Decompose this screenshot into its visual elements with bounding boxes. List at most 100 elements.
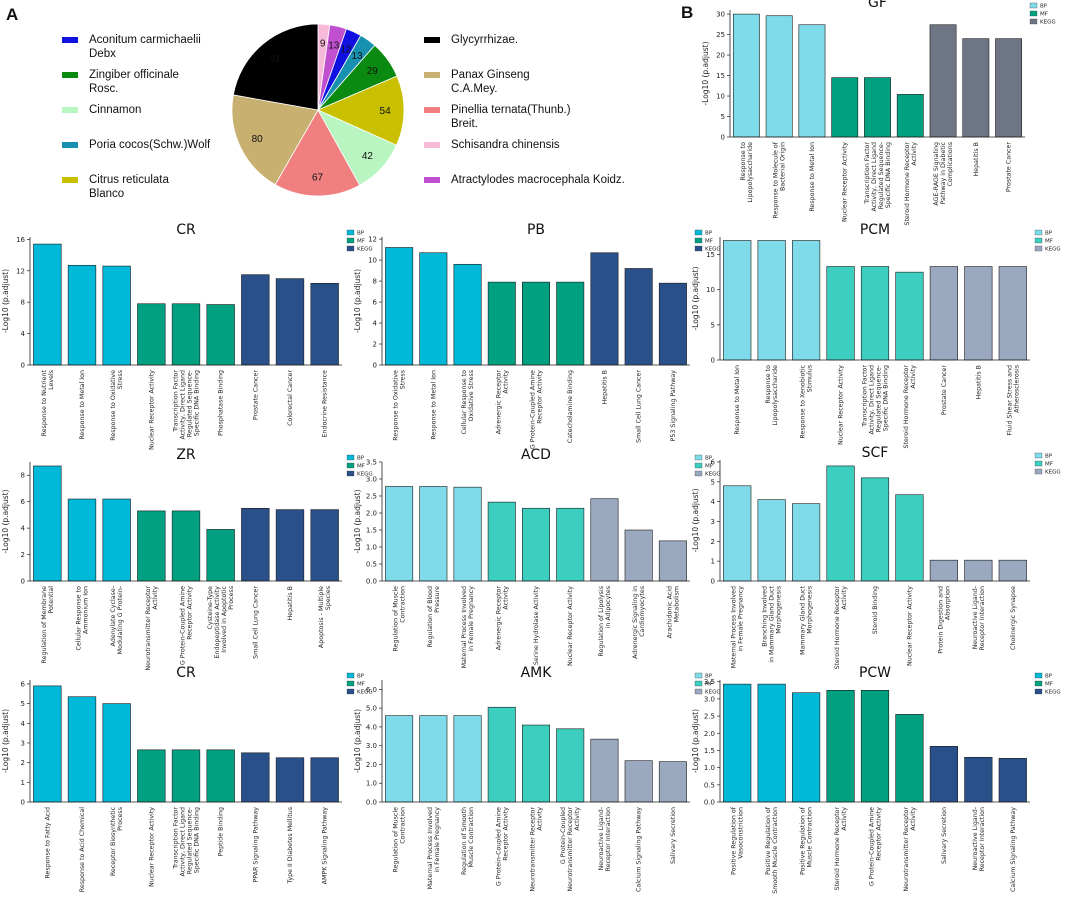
panel-label-b: B [681,3,693,22]
legend-label-kegg: KEGG [1045,470,1061,476]
x-category-label: Positive Regulation of [800,806,807,875]
pie-legend-swatch-cinnamon [62,107,78,113]
pie-legend-label: Zingiber officinale [89,69,179,81]
y-tick-label: 1 [711,558,715,566]
bar-calcium-signaling-pathway [624,760,653,803]
bar-colorectal-cancer [275,278,305,366]
panel-label-a: A [6,5,18,24]
y-tick-label: 5 [721,113,725,121]
legend-swatch-kegg [1029,18,1038,25]
y-tick-label: 4 [711,498,716,506]
y-tick-label: 6 [373,299,378,307]
x-category-label: Contraction [400,807,407,844]
legend-swatch-mf [694,237,703,244]
y-tick-label: 5.0 [366,705,377,713]
bar-neurotransmitter-receptor-activity [137,510,166,582]
bar-response-to-oxidative-stress [102,265,131,366]
x-category-label: G Protein-Coupled Amine [869,807,876,886]
bar-hepatitis-b [962,38,990,138]
x-category-label: Neurotransmitter Receptor [903,807,910,892]
y-tick-label: 8 [21,472,25,480]
y-tick-label: 0.5 [366,561,377,569]
x-category-label: Transcription Factor [862,365,869,428]
pie-slice-value-label: 67 [312,173,324,184]
bar-nuclear-receptor-activity [895,494,924,582]
x-category-label: Cholinergic Synapse [1010,586,1017,650]
pie-slice-value-label: 54 [380,106,392,117]
bar-maternal-process-involved-in-female-pregnancy [723,485,752,582]
y-tick-label: 5 [711,321,715,329]
y-tick-label: 1 [21,779,25,787]
x-category-label: Steroid Hormone Receptor [904,142,911,226]
legend-swatch-bp [1029,2,1038,9]
y-tick-label: 1.5 [366,527,377,535]
x-category-label: Activity, Direct Ligand [180,370,187,440]
legend-label-mf: MF [705,682,713,688]
bar-regulation-of-lipolysis-in-adipocytes [590,498,619,582]
x-category-label: Activity [841,807,848,831]
chart-title: PB [527,222,545,238]
bar-maternal-process-involved-in-female-pregnancy [419,715,448,803]
legend-swatch-bp [346,672,355,679]
chart-title: PCW [859,665,891,681]
x-category-label: Stress [117,370,124,389]
legend-label-mf: MF [1045,239,1053,245]
y-tick-label: 0.5 [704,781,715,789]
x-category-label: Neurotransmitter Receptor [530,807,537,892]
x-category-label: Lipopolysaccharide [747,142,754,203]
x-category-label: Metabolism [673,586,680,622]
bar-nuclear-receptor-activity [826,266,855,361]
y-tick-label: 2 [21,551,25,559]
bar-steroid-hormone-receptor-activity [896,94,924,138]
chart-title: ZR [176,447,196,463]
pie-slice-value-label: 12 [340,45,352,56]
y-tick-label: 8 [21,299,25,307]
x-category-label: Bacterial Origin [780,142,787,191]
legend-swatch-mf [1034,680,1043,687]
bar-adenylate-cyclase-modulating-g-protein [102,498,131,582]
y-tick-label: 20 [716,52,725,60]
y-tick-label: 2 [21,759,25,767]
bar-response-to-fatty-acid [33,685,62,803]
x-category-label: in Female Pregnancy [434,807,441,873]
x-category-label: Receptor Interaction [979,586,986,650]
x-category-label: Positive Regulation of [765,806,772,875]
legend-swatch-kegg [694,688,703,695]
pie-slice-value-label: 42 [362,151,374,162]
x-category-label: Specific DNA Binding [194,807,201,873]
x-category-label: Contraction [400,586,407,623]
pie-legend-label: Poria cocos(Schw.)Wolf [89,139,211,151]
y-axis-label: -Log10 (p.adjust) [353,709,362,773]
legend-swatch-kegg [1034,688,1043,695]
y-axis-label: -Log10 (p.adjust) [353,269,362,333]
pie-slice-value-label: 80 [252,134,264,145]
bar-nuclear-receptor-activity [137,749,166,803]
bar-age-rage-signaling-pathway-in-diabetic-complications [929,24,957,138]
bar-response-to-metal-ion [419,252,448,366]
x-category-label: Endocrine Resistance [322,370,329,438]
legend-label-kegg: KEGG [705,472,721,478]
legend-swatch-kegg [346,688,355,695]
x-category-label: Response to Xenobiotic [800,364,807,438]
pie-legend-swatch-atractylodes-macrocephala-koidz [424,177,440,183]
bar-phosphatase-binding [206,304,235,366]
x-category-label: Muscle Contraction [468,807,475,867]
x-category-label: Activity [911,142,918,166]
x-category-label: Activity [910,365,917,389]
x-category-label: Ammonium Ion [83,586,90,634]
pie-slice-value-label: 13 [351,51,363,62]
pie-legend-label: Breit. [451,118,478,130]
bar-adrenergic-receptor-activity [487,281,516,366]
x-category-label: Receptor Biosynthetic [110,806,117,876]
bar-chart-cr-2: CR 0 4 8 12 16 -Log10 (p.adjust) Response to Nu… [1,222,373,450]
legend-swatch-mf [694,680,703,687]
y-tick-label: 0 [21,578,25,586]
legend-swatch-mf [346,237,355,244]
y-tick-label: 4 [21,330,26,338]
pie-legend-swatch-schisandra-chinensis [424,142,440,148]
y-tick-label: 2.0 [704,730,715,738]
y-tick-label: 2.5 [366,493,377,501]
x-category-label: Muscle Contraction [807,807,814,867]
bar-neuroactive-ligand-receptor-interaction [964,757,993,803]
